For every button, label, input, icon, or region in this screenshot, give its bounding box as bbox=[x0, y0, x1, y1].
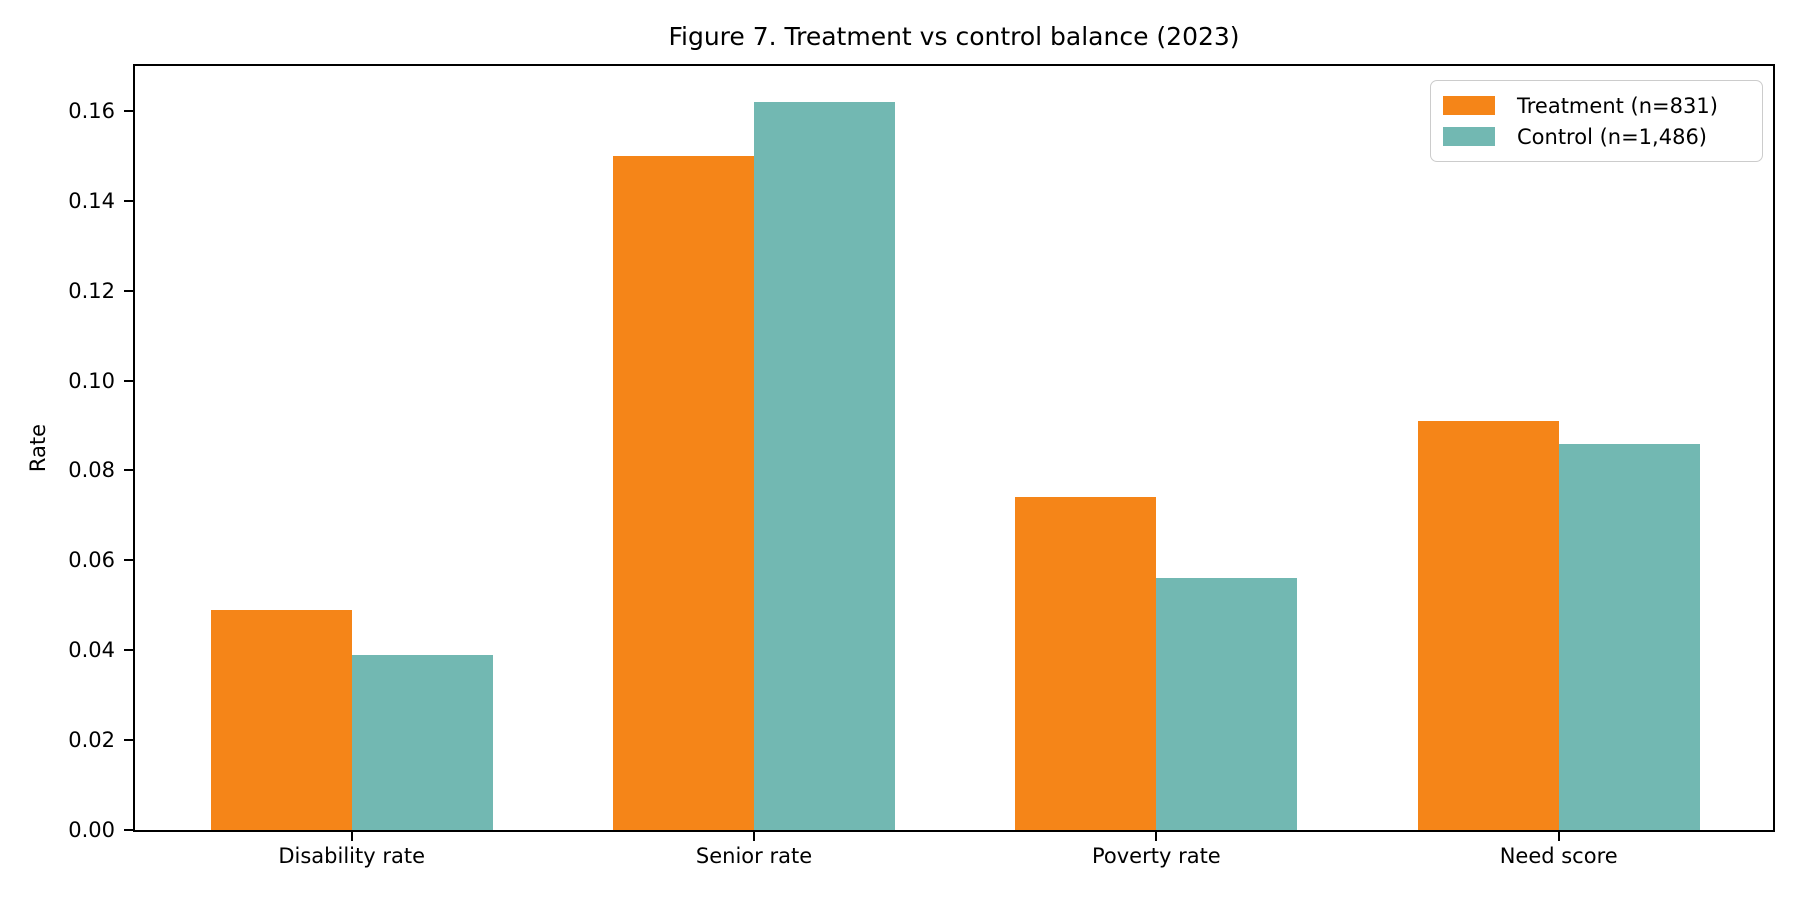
bar-treatment-need-score bbox=[1417, 421, 1559, 830]
y-tick-label: 0.14 bbox=[68, 188, 115, 213]
legend-swatch-control bbox=[1443, 127, 1495, 146]
plot-area: 0.00 0.02 0.04 0.06 0.08 0.10 0.12 0.14 0.16 Disa… bbox=[68, 64, 1775, 868]
legend: Treatment (n=831) Control (n=1,486) bbox=[1430, 80, 1763, 162]
x-tick-label: Need score bbox=[1499, 844, 1618, 868]
y-tick-mark bbox=[124, 379, 133, 382]
y-tick-mark bbox=[124, 739, 133, 742]
legend-swatch-treatment bbox=[1443, 96, 1495, 115]
y-tick-mark bbox=[124, 109, 133, 112]
bar-control-senior-rate bbox=[754, 102, 896, 830]
chart-title: Figure 7. Treatment vs control balance (… bbox=[668, 22, 1240, 51]
y-tick-label: 0.10 bbox=[68, 368, 115, 393]
legend-item: Treatment (n=831) bbox=[1443, 90, 1748, 121]
bar-control-need-score bbox=[1558, 443, 1700, 830]
x-tick-mark bbox=[753, 832, 756, 841]
y-tick-mark bbox=[124, 199, 133, 202]
y-tick-label: 0.16 bbox=[68, 98, 115, 123]
y-tick-label: 0.00 bbox=[68, 818, 115, 842]
x-tick-label: Poverty rate bbox=[1091, 844, 1221, 868]
x-tick-mark bbox=[1155, 832, 1158, 841]
bar-control-poverty-rate bbox=[1156, 578, 1298, 830]
x-tick-mark bbox=[350, 832, 353, 841]
y-tick-label: 0.04 bbox=[68, 638, 115, 663]
x-tick-label: Disability rate bbox=[278, 844, 426, 868]
x-tick-label: Senior rate bbox=[695, 844, 813, 868]
y-tick-label: 0.12 bbox=[68, 278, 115, 303]
bar-treatment-senior-rate bbox=[613, 155, 755, 830]
y-tick-label: 0.02 bbox=[68, 728, 115, 753]
bar-treatment-poverty-rate bbox=[1015, 497, 1157, 830]
y-tick-mark bbox=[124, 559, 133, 562]
y-tick-mark bbox=[124, 649, 133, 652]
legend-item: Control (n=1,486) bbox=[1443, 121, 1748, 152]
y-tick-mark bbox=[124, 469, 133, 472]
legend-label: Control (n=1,486) bbox=[1517, 124, 1707, 149]
y-tick-label: 0.06 bbox=[68, 548, 115, 573]
legend-label: Treatment (n=831) bbox=[1517, 93, 1718, 118]
bar-treatment-disability-rate bbox=[210, 609, 352, 830]
y-tick-mark bbox=[124, 289, 133, 292]
x-tick-mark bbox=[1557, 832, 1560, 841]
bar-control-disability-rate bbox=[351, 654, 493, 830]
y-tick-label: 0.08 bbox=[68, 458, 115, 483]
y-tick-mark bbox=[124, 829, 133, 831]
